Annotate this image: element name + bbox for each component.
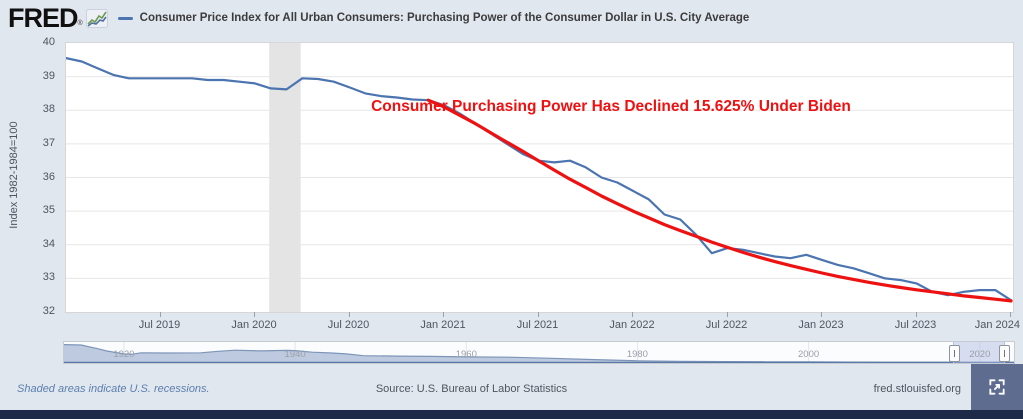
y-tick-label: 38 xyxy=(42,103,55,116)
site-link[interactable]: fred.stlouisfed.org xyxy=(873,383,961,395)
annotation-text: Consumer Purchasing Power Has Declined 1… xyxy=(371,98,851,115)
series-legend: Consumer Price Index for All Urban Consu… xyxy=(117,12,750,24)
y-tick-label: 39 xyxy=(42,69,55,82)
x-tick-label: Jul 2019 xyxy=(138,319,181,331)
x-tick-mark xyxy=(537,312,539,317)
timeline-year-label: 1980 xyxy=(626,349,648,360)
fred-logo-chart-icon xyxy=(85,9,108,28)
fullscreen-expand-icon xyxy=(989,379,1005,395)
y-tick-label: 40 xyxy=(42,36,55,48)
x-tick-mark xyxy=(159,312,161,317)
bottom-navy-bar xyxy=(0,410,1023,419)
timeline-year-label: 2000 xyxy=(798,349,820,360)
fred-logo[interactable]: FRED ® xyxy=(8,3,112,33)
x-tick-mark xyxy=(348,312,350,317)
timeline-left-handle[interactable] xyxy=(949,345,960,362)
y-tick-label: 35 xyxy=(42,204,55,217)
timeline-year-label: 1960 xyxy=(455,349,477,360)
main-chart-svg xyxy=(66,43,1013,312)
date-range-timeline[interactable]: 1920 1940 1960 1980 2000 2020 xyxy=(63,341,1015,364)
y-tick-label: 37 xyxy=(42,136,55,149)
y-tick-label: 32 xyxy=(42,305,55,317)
y-tick-label: 36 xyxy=(42,170,55,183)
series-legend-line-swatch xyxy=(117,16,133,20)
x-tick-mark xyxy=(254,312,255,317)
x-tick-mark xyxy=(821,312,822,317)
x-axis: Jul 2019 Jan 2020 Jul 2020 Jan 2021 Jul 2021… xyxy=(65,311,1020,337)
timeline-year-label: 1940 xyxy=(284,349,306,360)
source-text: Source: U.S. Bureau of Labor Statistics xyxy=(375,383,568,395)
x-tick-label: Jul 2021 xyxy=(516,319,559,331)
series-legend-label: Consumer Price Index for All Urban Consu… xyxy=(139,12,750,24)
header: FRED ® Consumer Price Index for All Urba… xyxy=(0,0,1023,36)
timeline-year-label: 2020 xyxy=(969,349,991,360)
x-tick-label: Jan 2023 xyxy=(798,319,844,331)
fred-logo-text: FRED xyxy=(8,3,78,33)
registered-mark: ® xyxy=(77,20,83,27)
x-tick-label: Jan 2021 xyxy=(420,319,466,331)
x-tick-label: Jul 2022 xyxy=(705,319,748,331)
x-tick-mark xyxy=(443,312,444,317)
y-axis-tick-labels: 40 39 38 37 36 35 34 33 32 xyxy=(0,36,60,317)
y-tick-label: 34 xyxy=(42,237,55,250)
timeline-right-handle[interactable] xyxy=(999,345,1010,362)
x-tick-label: Jan 2020 xyxy=(231,319,277,331)
y-tick-label: 33 xyxy=(42,271,55,284)
x-tick-label: Jul 2023 xyxy=(894,319,937,331)
x-tick-label: Jan 2022 xyxy=(609,319,655,331)
x-tick-mark xyxy=(632,312,633,317)
fullscreen-button[interactable] xyxy=(971,364,1023,410)
x-tick-label: Jan 2024 xyxy=(974,319,1020,331)
x-tick-label: Jul 2020 xyxy=(327,319,370,331)
recession-note: Shaded areas indicate U.S. recessions. xyxy=(17,383,210,395)
x-tick-mark xyxy=(726,312,728,317)
x-tick-mark xyxy=(1010,312,1011,317)
x-tick-mark xyxy=(915,312,917,317)
plot-area[interactable]: Consumer Purchasing Power Has Declined 1… xyxy=(65,42,1014,313)
timeline-sparkline-svg xyxy=(64,342,1014,363)
timeline-year-label: 1920 xyxy=(113,349,135,360)
